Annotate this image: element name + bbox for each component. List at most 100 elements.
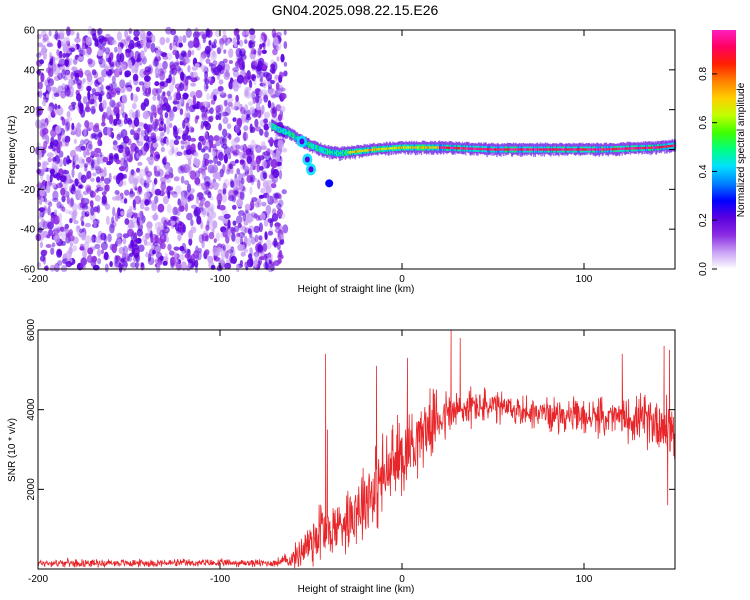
noise-speck (42, 37, 47, 43)
noise-speck (201, 112, 208, 121)
noise-speck (40, 30, 47, 38)
noise-speck (109, 69, 115, 74)
noise-speck (207, 164, 215, 174)
noise-speck (54, 262, 60, 273)
noise-speck (258, 235, 263, 241)
noise-speck (80, 174, 87, 184)
noise-speck (221, 243, 226, 250)
noise-speck (137, 211, 142, 222)
signal-core (580, 148, 582, 151)
noise-speck (223, 49, 227, 54)
noise-speck (40, 171, 44, 181)
noise-speck (251, 144, 255, 152)
noise-speck (195, 170, 201, 178)
noise-speck (64, 70, 71, 81)
noise-speck (254, 126, 262, 132)
noise-speck (236, 74, 244, 84)
noise-speck (180, 145, 185, 150)
signal-core (433, 146, 435, 149)
noise-speck (189, 170, 197, 180)
signal-core (673, 144, 675, 147)
noise-speck (219, 257, 225, 264)
noise-speck (218, 65, 225, 75)
signal-core (508, 148, 510, 151)
noise-speck (164, 112, 169, 119)
noise-speck (71, 183, 76, 192)
signal-core (283, 130, 285, 133)
signal-core (648, 146, 650, 149)
colorbar-label: Normalized spectral amplitude (736, 82, 747, 217)
noise-speck (37, 227, 43, 233)
noise-speck (279, 71, 285, 78)
noise-speck (265, 154, 272, 162)
signal-branch-core (304, 156, 310, 163)
noise-speck (244, 36, 248, 44)
signal-core (411, 146, 414, 149)
noise-speck (84, 211, 90, 217)
signal-core (572, 148, 574, 151)
signal-core (359, 150, 361, 153)
signal-core (617, 147, 619, 151)
noise-speck (85, 184, 92, 192)
noise-speck (90, 177, 95, 182)
noise-speck (106, 106, 112, 115)
signal-core (338, 152, 340, 155)
signal-core (433, 146, 436, 149)
signal-core (637, 147, 639, 150)
noise-speck (208, 207, 214, 216)
noise-speck (103, 166, 107, 177)
noise-speck (257, 106, 263, 111)
signal-core (515, 148, 517, 151)
signal-core (672, 144, 674, 147)
signal-core (424, 146, 426, 149)
noise-speck (274, 222, 281, 227)
noise-speck (263, 243, 267, 252)
noise-speck (201, 111, 205, 118)
noise-speck (154, 244, 162, 253)
noise-speck (222, 188, 227, 195)
noise-speck (52, 190, 59, 201)
noise-speck (226, 38, 231, 45)
noise-speck (56, 144, 61, 154)
signal-core (456, 147, 459, 150)
signal-core (603, 148, 605, 151)
signal-core (646, 146, 649, 150)
noise-speck (84, 48, 92, 57)
noise-speck (242, 145, 246, 152)
signal-core (275, 126, 277, 129)
noise-speck (132, 43, 138, 48)
signal-core (402, 146, 404, 149)
noise-speck (283, 61, 288, 67)
noise-speck (235, 94, 239, 103)
signal-core (348, 151, 351, 154)
noise-speck (37, 81, 43, 90)
noise-speck (226, 96, 234, 103)
noise-speck (202, 210, 207, 216)
noise-speck (215, 105, 221, 113)
noise-speck (187, 40, 195, 48)
noise-speck (250, 160, 257, 167)
signal-core (533, 148, 535, 151)
noise-speck (134, 95, 139, 103)
noise-speck (157, 93, 161, 102)
snr-ylabel: SNR (10 * v/v) (7, 418, 18, 482)
noise-speck (146, 40, 151, 49)
signal-core (370, 148, 372, 152)
noise-speck (213, 181, 217, 187)
signal-core (546, 148, 548, 151)
noise-speck (55, 183, 63, 189)
noise-speck (235, 136, 241, 143)
noise-speck (165, 52, 173, 61)
noise-speck (263, 111, 270, 119)
signal-core (631, 147, 633, 150)
noise-speck (36, 70, 42, 75)
x-tick-label: 0 (399, 274, 405, 285)
signal-core (633, 147, 635, 150)
noise-speck (154, 195, 159, 204)
noise-speck (64, 138, 70, 147)
noise-speck (239, 144, 245, 151)
signal-core (639, 146, 641, 150)
noise-speck (223, 251, 230, 260)
noise-speck (148, 253, 152, 262)
noise-speck (215, 140, 222, 147)
